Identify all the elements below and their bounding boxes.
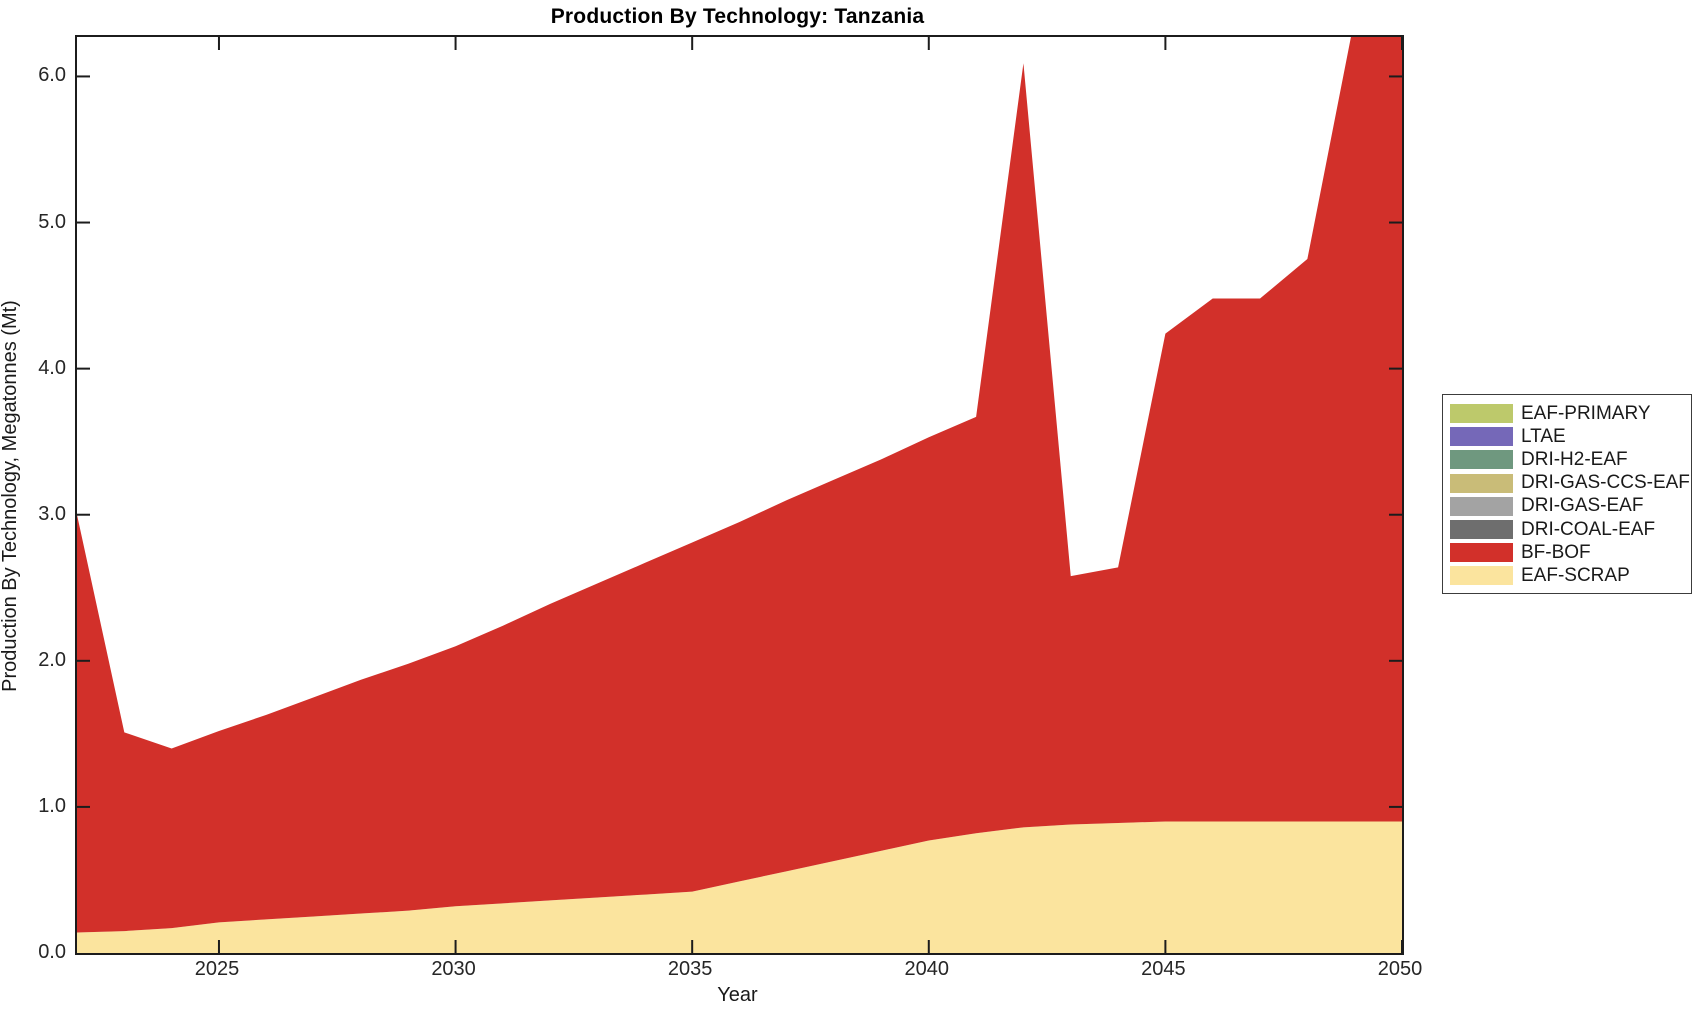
- legend-item-dri-gas-eaf: DRI-GAS-EAF: [1443, 495, 1691, 518]
- legend-item-eaf-primary: EAF-PRIMARY: [1443, 402, 1691, 425]
- y-tick-label-1.0: 1.0: [38, 794, 66, 817]
- chart-title: Production By Technology: Tanzania: [550, 5, 925, 28]
- stacked-area-plot: [77, 37, 1402, 953]
- legend-item-bf-bof: BF-BOF: [1443, 541, 1691, 564]
- x-tick-label-2035: 2035: [667, 958, 713, 980]
- legend-label-bf-bof: BF-BOF: [1521, 541, 1591, 563]
- legend-item-ltae: LTAE: [1443, 425, 1691, 448]
- y-tick-label-6.0: 6.0: [38, 64, 66, 87]
- legend-item-dri-coal-eaf: DRI-COAL-EAF: [1443, 518, 1691, 541]
- legend-swatch-bf-bof: [1450, 543, 1513, 563]
- legend-label-eaf-primary: EAF-PRIMARY: [1521, 402, 1651, 424]
- y-tick-label-2.0: 2.0: [38, 648, 66, 671]
- legend-swatch-ltae: [1450, 427, 1513, 447]
- x-axis-label: Year: [717, 984, 758, 1006]
- area-series-eaf-scrap: [77, 821, 1402, 953]
- legend-label-ltae: LTAE: [1521, 425, 1566, 447]
- x-tick-label-2025: 2025: [194, 958, 240, 980]
- x-tick-label-2030: 2030: [431, 958, 476, 980]
- legend-label-dri-gas-eaf: DRI-GAS-EAF: [1521, 495, 1644, 517]
- legend-label-dri-coal-eaf: DRI-COAL-EAF: [1521, 518, 1656, 540]
- y-tick-label-4.0: 4.0: [38, 356, 66, 379]
- legend-swatch-eaf-primary: [1450, 404, 1513, 424]
- legend-swatch-dri-h2-eaf: [1450, 450, 1513, 470]
- x-tick-label-2040: 2040: [904, 958, 950, 980]
- legend-label-dri-h2-eaf: DRI-H2-EAF: [1521, 448, 1628, 470]
- y-axis-label: Production By Technology, Megatonnes (Mt…: [0, 300, 21, 692]
- legend-swatch-dri-gas-eaf: [1450, 496, 1513, 516]
- area-series-bf-bof: [77, 37, 1402, 933]
- plot-area: [75, 35, 1404, 955]
- legend-label-dri-gas-ccs-eaf: DRI-GAS-CCS-EAF: [1521, 472, 1690, 494]
- x-tick-label-2050: 2050: [1377, 958, 1423, 980]
- y-tick-label-3.0: 3.0: [38, 502, 66, 525]
- legend-swatch-dri-coal-eaf: [1450, 520, 1513, 540]
- legend: EAF-PRIMARY LTAE DRI-H2-EAF DRI-GAS-CCS-EAF…: [1442, 394, 1692, 594]
- legend-label-eaf-scrap: EAF-SCRAP: [1521, 564, 1630, 586]
- legend-item-dri-gas-ccs-eaf: DRI-GAS-CCS-EAF: [1443, 472, 1691, 495]
- legend-swatch-eaf-scrap: [1450, 566, 1513, 586]
- legend-swatch-dri-gas-ccs-eaf: [1450, 473, 1513, 493]
- legend-item-dri-h2-eaf: DRI-H2-EAF: [1443, 448, 1691, 471]
- legend-item-eaf-scrap: EAF-SCRAP: [1443, 564, 1691, 587]
- x-tick-label-2045: 2045: [1141, 958, 1186, 980]
- y-tick-label-0.0: 0.0: [38, 941, 66, 963]
- y-tick-label-5.0: 5.0: [38, 210, 66, 233]
